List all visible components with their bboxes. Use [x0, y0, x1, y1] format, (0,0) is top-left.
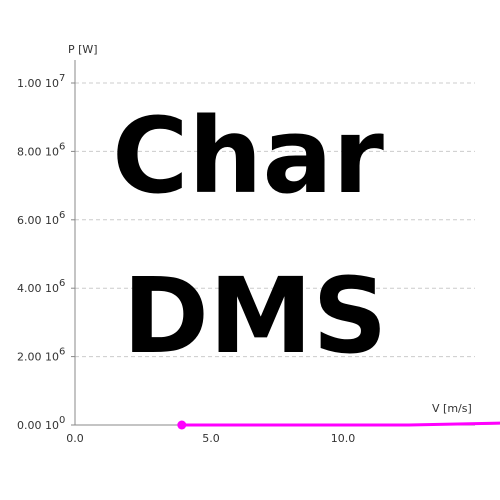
x-axis-title: V [m/s] — [432, 402, 472, 415]
logo-text: Char DMS — [112, 95, 387, 377]
y-tick-label: 8.00 106 — [17, 141, 65, 158]
y-axis-title: P [W] — [68, 43, 98, 56]
chart-markers — [177, 420, 187, 430]
y-tick-label: 2.00 106 — [17, 347, 65, 364]
x-tick-label: 5.0 — [202, 432, 220, 445]
y-tick-label: 4.00 106 — [17, 278, 65, 295]
chart-grid — [75, 82, 475, 358]
y-tick-label: 0.00 100 — [17, 415, 65, 432]
y-tick-labels: 0.00 100 2.00 106 4.00 106 6.00 106 8.00 106… — [17, 73, 75, 432]
x-tick-labels: 0.0 5.0 10.0 — [66, 432, 355, 445]
x-tick-label: 10.0 — [331, 432, 356, 445]
x-tick-label: 0.0 — [66, 432, 84, 445]
logo-line-1: Char — [112, 95, 384, 217]
series-marker — [177, 420, 187, 430]
logo-line-2: DMS — [123, 255, 388, 377]
y-tick-label: 6.00 106 — [17, 210, 65, 227]
y-tick-label: 1.00 107 — [17, 73, 65, 90]
